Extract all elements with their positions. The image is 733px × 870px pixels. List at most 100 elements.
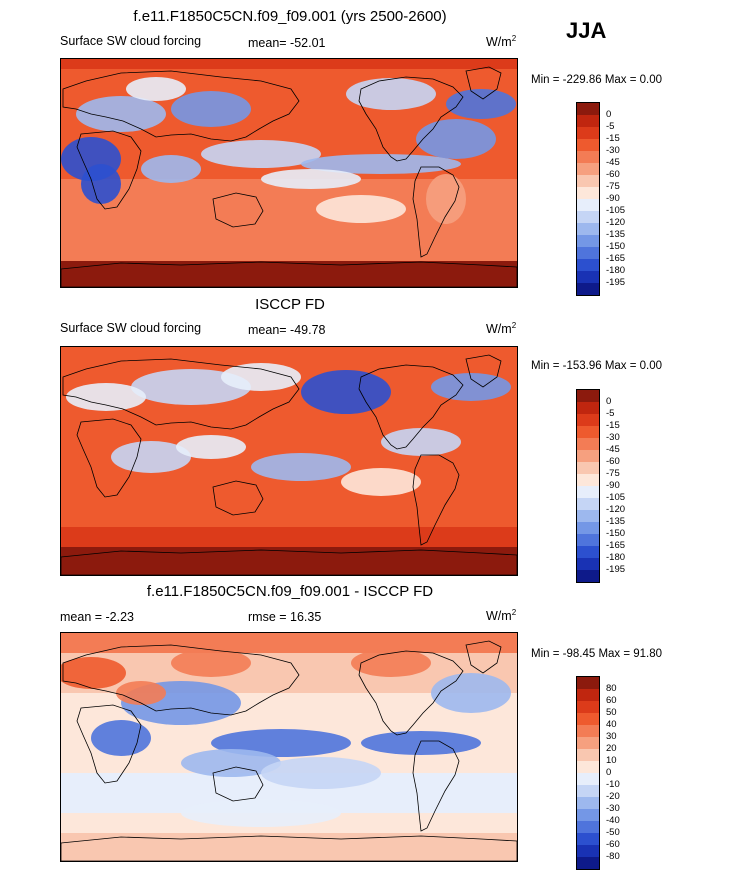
colorbar-swatch: [577, 271, 599, 283]
panel2-map: [60, 346, 518, 576]
coastline: [76, 704, 142, 784]
coastline: [412, 740, 460, 832]
colorbar-tick-label: -45: [606, 157, 620, 168]
colorbar-tick-label: -60: [606, 839, 620, 850]
colorbar-tick-label: -30: [606, 803, 620, 814]
field-contour: [66, 383, 146, 411]
colorbar-swatch: [577, 414, 599, 426]
colorbar-swatch: [577, 450, 599, 462]
colorbar-tick-label: -105: [606, 205, 626, 216]
panel3-units: W/m2: [486, 608, 517, 624]
panel2-title: ISCCP FD: [255, 296, 325, 313]
coastline: [61, 835, 517, 861]
colorbar-swatch: [577, 725, 599, 737]
panel1-mean: mean= -52.01: [248, 36, 326, 50]
colorbar-tick-label: -10: [606, 779, 620, 790]
panel1-title: f.e11.F1850C5CN.f09_f09.001 (yrs 2500-26…: [133, 8, 447, 25]
colorbar-swatch: [577, 187, 599, 199]
field-contour: [416, 119, 496, 159]
panel3-left-label: mean = -2.23: [60, 610, 135, 624]
field-band: [61, 239, 517, 261]
panel1-colorbar: [576, 102, 600, 296]
colorbar-tick-label: 0: [606, 109, 612, 120]
colorbar-swatch: [577, 737, 599, 749]
colorbar-swatch: [577, 833, 599, 845]
coastline: [62, 644, 300, 716]
colorbar-tick-label: -60: [606, 456, 620, 467]
panel1-minmax: Min = -229.86 Max = 0.00: [531, 74, 663, 86]
colorbar-swatch: [577, 498, 599, 510]
field-contour: [81, 164, 121, 204]
panel2-minmax: Min = -153.96 Max = 0.00: [531, 360, 663, 372]
field-contour: [361, 731, 481, 755]
field-band: [61, 347, 517, 359]
colorbar-tick-label: -75: [606, 181, 620, 192]
field-contour: [91, 720, 151, 756]
colorbar-swatch: [577, 462, 599, 474]
colorbar-tick-label: -90: [606, 193, 620, 204]
field-contour: [431, 373, 511, 401]
colorbar-swatch: [577, 474, 599, 486]
colorbar-tick-label: 10: [606, 755, 617, 766]
colorbar-tick-label: -120: [606, 217, 626, 228]
coastline: [61, 261, 517, 287]
field-contour: [346, 78, 436, 110]
colorbar-swatch: [577, 223, 599, 235]
map-field: [61, 347, 517, 575]
panel3-map: [60, 632, 518, 862]
map-field: [61, 59, 517, 287]
season-label: JJA: [566, 18, 607, 43]
coastline: [212, 766, 264, 802]
colorbar-swatch: [577, 247, 599, 259]
colorbar-swatch: [577, 558, 599, 570]
colorbar-tick-label: -105: [606, 492, 626, 503]
coastline: [212, 192, 264, 228]
colorbar-tick-label: -195: [606, 564, 626, 575]
colorbar-swatch: [577, 163, 599, 175]
colorbar-swatch: [577, 785, 599, 797]
coastline: [61, 549, 517, 575]
colorbar-tick-label: -50: [606, 827, 620, 838]
colorbar-swatch: [577, 546, 599, 558]
colorbar-swatch: [577, 761, 599, 773]
coastline: [465, 66, 502, 100]
field-contour: [431, 673, 511, 713]
field-band: [61, 59, 517, 69]
colorbar-swatch: [577, 402, 599, 414]
coastline: [358, 364, 464, 450]
field-contour: [111, 441, 191, 473]
colorbar-tick-label: 40: [606, 719, 617, 730]
field-contour: [316, 195, 406, 223]
colorbar-tick-label: -75: [606, 468, 620, 479]
colorbar-tick-label: 50: [606, 707, 617, 718]
colorbar-tick-label: -30: [606, 432, 620, 443]
panel2-mean: mean= -49.78: [248, 323, 326, 337]
field-band: [61, 261, 517, 287]
colorbar-swatch: [577, 773, 599, 785]
colorbar-tick-label: -150: [606, 528, 626, 539]
colorbar-swatch: [577, 127, 599, 139]
colorbar-tick-label: -5: [606, 121, 615, 132]
colorbar-tick-label: -15: [606, 133, 620, 144]
field-contour: [171, 649, 251, 677]
colorbar-swatch: [577, 151, 599, 163]
coastline: [465, 354, 502, 388]
field-contour: [181, 749, 281, 777]
coastline: [62, 70, 300, 142]
field-contour: [221, 363, 301, 391]
coastline: [358, 650, 464, 736]
colorbar-swatch: [577, 235, 599, 247]
panel3-colorbar: [576, 676, 600, 870]
coastline: [62, 358, 300, 430]
field-contour: [261, 169, 361, 189]
colorbar-swatch: [577, 426, 599, 438]
colorbar-swatch: [577, 486, 599, 498]
field-contour: [171, 91, 251, 127]
colorbar-swatch: [577, 749, 599, 761]
field-contour: [301, 370, 391, 414]
colorbar-tick-label: -40: [606, 815, 620, 826]
panel2-left-label: Surface SW cloud forcing: [60, 321, 202, 335]
colorbar-tick-label: 80: [606, 683, 617, 694]
colorbar-tick-label: 0: [606, 767, 612, 778]
colorbar-swatch: [577, 283, 599, 295]
